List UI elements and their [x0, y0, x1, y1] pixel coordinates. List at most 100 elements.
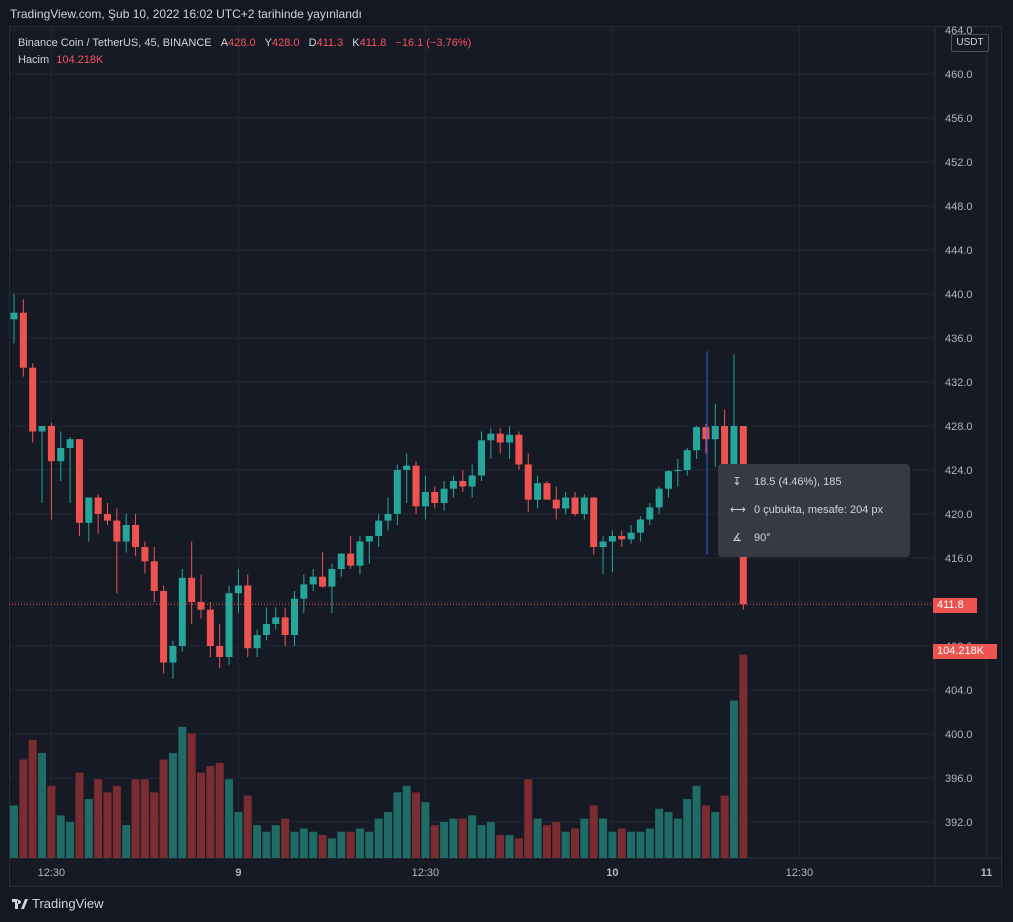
chart-canvas[interactable]: 464.0 460.0 456.0 452.0 448.0 444.0 440.0 436.0…: [9, 26, 1002, 887]
candle-body[interactable]: [262, 624, 270, 635]
legend-ohlc-row: Binance Coin / TetherUS, 45, BINANCE A42…: [18, 35, 471, 52]
candle-body[interactable]: [618, 536, 626, 540]
candle-body[interactable]: [608, 536, 616, 542]
volume-bar: [496, 835, 505, 858]
angle-icon: ∡: [732, 532, 742, 544]
volume-bar: [421, 802, 430, 858]
candle-body[interactable]: [384, 514, 392, 521]
volume-bar: [337, 831, 346, 858]
candle-body[interactable]: [375, 520, 383, 536]
candle-body[interactable]: [721, 426, 729, 465]
candle-body[interactable]: [188, 577, 196, 602]
candle-body[interactable]: [19, 312, 27, 368]
candle-body[interactable]: [160, 591, 168, 663]
candle-body[interactable]: [197, 602, 205, 610]
candle-body[interactable]: [459, 481, 467, 487]
candle-body[interactable]: [403, 465, 411, 470]
candle-body[interactable]: [122, 525, 130, 542]
candle-body[interactable]: [169, 646, 177, 663]
candle-body[interactable]: [412, 465, 420, 507]
candle-body[interactable]: [683, 450, 691, 470]
candle-body[interactable]: [319, 576, 327, 587]
legend-low-label: D: [308, 37, 317, 49]
candle-body[interactable]: [272, 617, 280, 624]
candle-body[interactable]: [552, 499, 560, 509]
legend-volume-row: Hacim 104.218K: [18, 52, 471, 69]
candle-body[interactable]: [590, 497, 598, 548]
candle-body[interactable]: [580, 497, 588, 515]
candle-body[interactable]: [365, 536, 373, 542]
currency-unit-badge[interactable]: USDT: [951, 34, 989, 52]
candle-body[interactable]: [113, 520, 121, 542]
price-tick-label: 460.0: [945, 69, 973, 81]
candle-body[interactable]: [29, 367, 37, 432]
candle-body[interactable]: [421, 492, 429, 507]
candle-body[interactable]: [281, 617, 289, 635]
candle-body[interactable]: [496, 433, 504, 443]
candle-body[interactable]: [627, 532, 635, 540]
candle-body[interactable]: [515, 434, 523, 465]
candle-body[interactable]: [309, 576, 317, 585]
chart-panel[interactable]: [9, 26, 1002, 887]
candle-body[interactable]: [562, 497, 570, 509]
candle-body[interactable]: [291, 598, 298, 635]
candle-body[interactable]: [487, 433, 495, 441]
volume-bar: [430, 825, 439, 858]
volume-bar: [318, 835, 327, 858]
candle-body[interactable]: [216, 646, 224, 657]
candle-body[interactable]: [75, 439, 83, 523]
candle-body[interactable]: [85, 497, 93, 523]
volume-bar: [215, 762, 224, 858]
candle-body[interactable]: [337, 553, 345, 569]
candle-body[interactable]: [431, 492, 439, 503]
candle-body[interactable]: [57, 448, 65, 462]
candle-body[interactable]: [206, 609, 214, 646]
candle-body[interactable]: [478, 440, 485, 476]
price-tick-label: 440.0: [945, 289, 973, 301]
candle-body[interactable]: [571, 497, 579, 515]
candle-body[interactable]: [150, 561, 158, 591]
candle-body[interactable]: [730, 426, 738, 465]
volume-bar: [150, 792, 159, 858]
candle-body[interactable]: [636, 519, 644, 533]
legend-volume-label[interactable]: Hacim: [18, 54, 50, 66]
candle-body[interactable]: [47, 426, 55, 462]
candle-body[interactable]: [524, 464, 532, 500]
candle-body[interactable]: [665, 471, 672, 489]
candle-body[interactable]: [300, 584, 308, 599]
candle-body[interactable]: [38, 426, 46, 432]
candle-body[interactable]: [449, 481, 457, 489]
candle-body[interactable]: [132, 525, 140, 547]
candle-body[interactable]: [10, 312, 18, 320]
candle-body[interactable]: [225, 593, 233, 657]
candle-body[interactable]: [66, 439, 74, 448]
candle-body[interactable]: [693, 427, 701, 451]
candle-body[interactable]: [94, 497, 102, 515]
volume-bar: [449, 818, 458, 858]
candle-body[interactable]: [393, 470, 401, 514]
candle-body[interactable]: [244, 585, 252, 649]
candle-body[interactable]: [234, 585, 242, 594]
candle-body[interactable]: [702, 427, 710, 440]
legend-high-label: Y: [264, 37, 272, 49]
legend-symbol[interactable]: Binance Coin / TetherUS, 45, BINANCE: [18, 37, 212, 49]
candle-body[interactable]: [347, 553, 355, 566]
candle-body[interactable]: [328, 569, 336, 587]
candle-body[interactable]: [104, 514, 111, 521]
candle-body[interactable]: [711, 426, 719, 440]
candle-body[interactable]: [506, 434, 514, 443]
candle-body[interactable]: [253, 635, 261, 649]
candle-body[interactable]: [141, 547, 149, 562]
volume-bar: [112, 785, 121, 858]
candle-body[interactable]: [646, 507, 654, 520]
candle-body[interactable]: [534, 483, 542, 500]
candle-body[interactable]: [440, 488, 448, 503]
candle-body[interactable]: [468, 475, 476, 487]
candle-body[interactable]: [674, 470, 682, 472]
candle-body[interactable]: [655, 488, 663, 508]
candle-body[interactable]: [178, 577, 186, 646]
candle-body[interactable]: [599, 541, 607, 548]
candle-body[interactable]: [356, 541, 364, 566]
tradingview-logo[interactable]: TradingView: [12, 896, 104, 911]
candle-body[interactable]: [543, 483, 551, 500]
